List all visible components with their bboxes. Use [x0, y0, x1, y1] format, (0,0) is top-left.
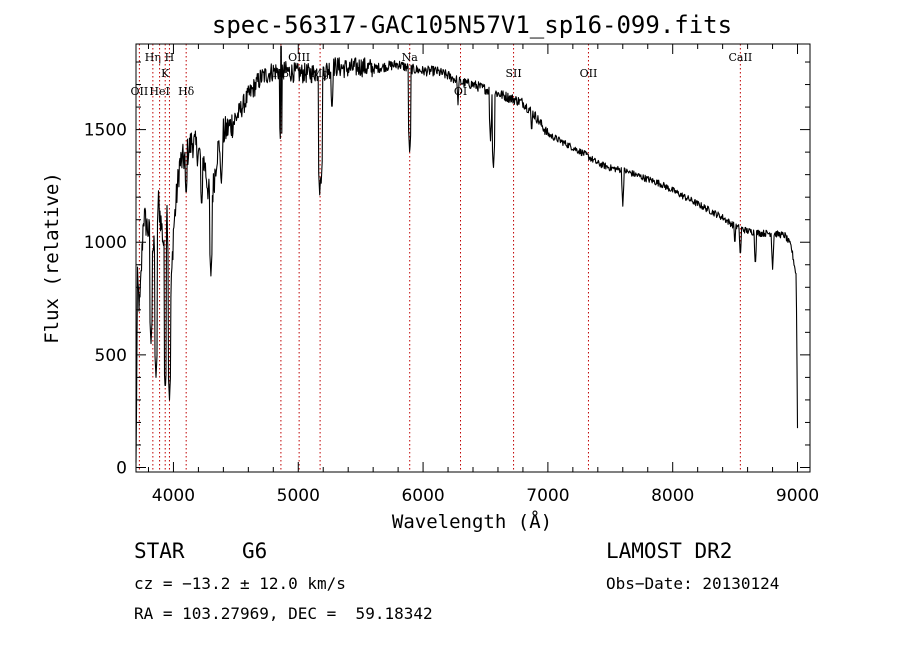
x-axis-label: Wavelength (Å)	[392, 510, 552, 533]
obs-date: Obs−Date: 20130124	[606, 574, 780, 593]
marker-label: Na	[402, 51, 419, 64]
spectrum-line	[135, 45, 799, 463]
axes: 4000 5000 6000 7000 8000 9000 0 500 1000 1500	[84, 44, 819, 506]
marker-label: K	[161, 67, 170, 80]
x-tick-label: 5000	[277, 486, 320, 506]
marker-label: OIII	[288, 51, 310, 64]
marker-label: OI	[454, 85, 467, 98]
y-tick-label: 0	[116, 458, 127, 478]
x-tick-label: 9000	[776, 486, 819, 506]
marker-label: OII	[580, 67, 598, 80]
x-tick-label: 6000	[401, 486, 444, 506]
subclass: G6	[242, 539, 268, 563]
x-tick-label: 8000	[651, 486, 694, 506]
chart-title: spec-56317-GAC105N57V1_sp16-099.fits	[212, 11, 732, 39]
object-class: STAR	[134, 539, 185, 563]
survey-name: LAMOST DR2	[606, 539, 733, 563]
y-tick-label: 1000	[84, 233, 127, 253]
y-axis-label: Flux (relative)	[41, 172, 63, 344]
marker-label: CaII	[729, 51, 753, 64]
marker-label: H	[165, 51, 175, 64]
marker-label: Hδ	[178, 85, 195, 98]
marker-label: Hη	[145, 51, 161, 64]
x-tick-label: 4000	[152, 486, 195, 506]
y-tick-label: 500	[95, 346, 127, 366]
marker-label: HeI	[149, 85, 169, 98]
x-tick-label: 7000	[526, 486, 569, 506]
coordinates: RA = 103.27969, DEC = 59.18342	[134, 604, 433, 623]
marker-label: SII	[505, 67, 521, 80]
marker-label: OII	[131, 85, 149, 98]
redshift-text: cz = −13.2 ± 12.0 km/s	[134, 574, 346, 593]
y-tick-label: 1500	[84, 121, 127, 141]
plot-frame	[135, 43, 811, 473]
